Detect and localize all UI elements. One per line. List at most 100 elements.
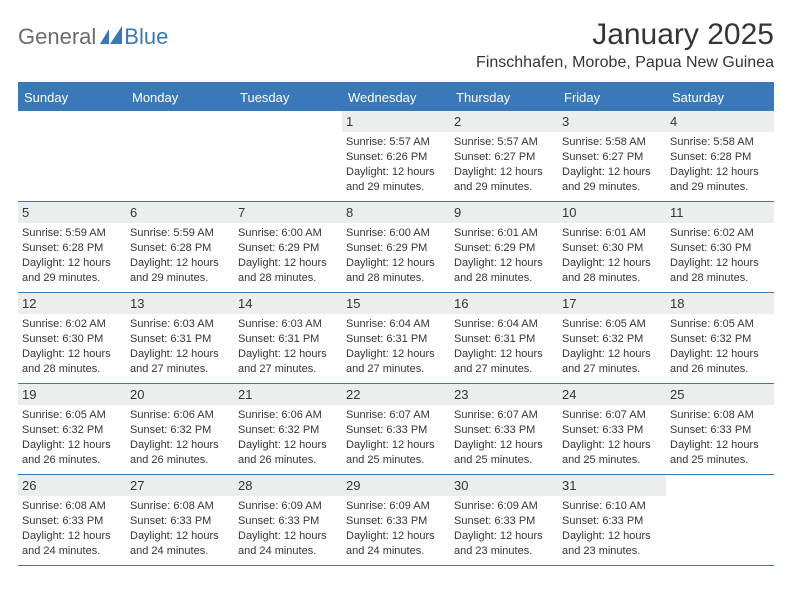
sunset-text: Sunset: 6:33 PM — [130, 514, 230, 529]
sunset-text: Sunset: 6:33 PM — [562, 514, 662, 529]
day-content: Sunrise: 6:05 AMSunset: 6:32 PMDaylight:… — [666, 314, 774, 380]
calendar-body: 1Sunrise: 5:57 AMSunset: 6:26 PMDaylight… — [18, 111, 774, 566]
week-row: 1Sunrise: 5:57 AMSunset: 6:26 PMDaylight… — [18, 111, 774, 202]
sunset-text: Sunset: 6:32 PM — [670, 332, 770, 347]
day-cell: 13Sunrise: 6:03 AMSunset: 6:31 PMDayligh… — [126, 293, 234, 383]
day-content: Sunrise: 6:01 AMSunset: 6:29 PMDaylight:… — [450, 223, 558, 289]
day-cell: 26Sunrise: 6:08 AMSunset: 6:33 PMDayligh… — [18, 475, 126, 565]
day-cell: 12Sunrise: 6:02 AMSunset: 6:30 PMDayligh… — [18, 293, 126, 383]
sunset-text: Sunset: 6:33 PM — [454, 423, 554, 438]
day-content: Sunrise: 6:07 AMSunset: 6:33 PMDaylight:… — [450, 405, 558, 471]
daylight-text: Daylight: 12 hours and 25 minutes. — [670, 438, 770, 468]
day-cell — [126, 111, 234, 201]
sunrise-text: Sunrise: 6:05 AM — [562, 317, 662, 332]
day-number: 17 — [558, 293, 666, 314]
sunrise-text: Sunrise: 5:58 AM — [562, 135, 662, 150]
day-cell: 27Sunrise: 6:08 AMSunset: 6:33 PMDayligh… — [126, 475, 234, 565]
sunset-text: Sunset: 6:30 PM — [22, 332, 122, 347]
day-content: Sunrise: 6:01 AMSunset: 6:30 PMDaylight:… — [558, 223, 666, 289]
daylight-text: Daylight: 12 hours and 28 minutes. — [562, 256, 662, 286]
day-number: 10 — [558, 202, 666, 223]
daylight-text: Daylight: 12 hours and 27 minutes. — [562, 347, 662, 377]
day-cell: 2Sunrise: 5:57 AMSunset: 6:27 PMDaylight… — [450, 111, 558, 201]
sunset-text: Sunset: 6:26 PM — [346, 150, 446, 165]
sunset-text: Sunset: 6:31 PM — [130, 332, 230, 347]
daylight-text: Daylight: 12 hours and 28 minutes. — [454, 256, 554, 286]
day-content — [666, 496, 774, 503]
day-number — [666, 475, 774, 496]
day-content: Sunrise: 6:09 AMSunset: 6:33 PMDaylight:… — [342, 496, 450, 562]
day-number — [18, 111, 126, 132]
day-cell: 8Sunrise: 6:00 AMSunset: 6:29 PMDaylight… — [342, 202, 450, 292]
sunrise-text: Sunrise: 6:09 AM — [454, 499, 554, 514]
day-number: 8 — [342, 202, 450, 223]
week-row: 12Sunrise: 6:02 AMSunset: 6:30 PMDayligh… — [18, 293, 774, 384]
day-cell: 19Sunrise: 6:05 AMSunset: 6:32 PMDayligh… — [18, 384, 126, 474]
day-cell: 30Sunrise: 6:09 AMSunset: 6:33 PMDayligh… — [450, 475, 558, 565]
day-cell: 7Sunrise: 6:00 AMSunset: 6:29 PMDaylight… — [234, 202, 342, 292]
daylight-text: Daylight: 12 hours and 26 minutes. — [238, 438, 338, 468]
day-content: Sunrise: 6:08 AMSunset: 6:33 PMDaylight:… — [666, 405, 774, 471]
day-number: 18 — [666, 293, 774, 314]
day-cell: 28Sunrise: 6:09 AMSunset: 6:33 PMDayligh… — [234, 475, 342, 565]
daylight-text: Daylight: 12 hours and 23 minutes. — [454, 529, 554, 559]
day-cell — [666, 475, 774, 565]
day-number: 9 — [450, 202, 558, 223]
sunrise-text: Sunrise: 6:03 AM — [238, 317, 338, 332]
sunset-text: Sunset: 6:33 PM — [562, 423, 662, 438]
location-subtitle: Finschhafen, Morobe, Papua New Guinea — [476, 54, 774, 72]
day-content: Sunrise: 6:05 AMSunset: 6:32 PMDaylight:… — [18, 405, 126, 471]
sunset-text: Sunset: 6:33 PM — [670, 423, 770, 438]
day-number: 26 — [18, 475, 126, 496]
day-cell — [18, 111, 126, 201]
sunrise-text: Sunrise: 6:07 AM — [454, 408, 554, 423]
sunset-text: Sunset: 6:33 PM — [346, 514, 446, 529]
sunrise-text: Sunrise: 6:06 AM — [238, 408, 338, 423]
sunset-text: Sunset: 6:33 PM — [22, 514, 122, 529]
day-cell: 17Sunrise: 6:05 AMSunset: 6:32 PMDayligh… — [558, 293, 666, 383]
brand-logo: General Blue — [18, 18, 168, 50]
day-content: Sunrise: 6:09 AMSunset: 6:33 PMDaylight:… — [234, 496, 342, 562]
day-cell: 23Sunrise: 6:07 AMSunset: 6:33 PMDayligh… — [450, 384, 558, 474]
day-cell: 4Sunrise: 5:58 AMSunset: 6:28 PMDaylight… — [666, 111, 774, 201]
day-content: Sunrise: 6:03 AMSunset: 6:31 PMDaylight:… — [234, 314, 342, 380]
sunset-text: Sunset: 6:32 PM — [562, 332, 662, 347]
day-content: Sunrise: 6:05 AMSunset: 6:32 PMDaylight:… — [558, 314, 666, 380]
week-row: 5Sunrise: 5:59 AMSunset: 6:28 PMDaylight… — [18, 202, 774, 293]
sunrise-text: Sunrise: 5:58 AM — [670, 135, 770, 150]
sunset-text: Sunset: 6:32 PM — [130, 423, 230, 438]
day-content — [18, 132, 126, 139]
day-cell: 3Sunrise: 5:58 AMSunset: 6:27 PMDaylight… — [558, 111, 666, 201]
day-number: 6 — [126, 202, 234, 223]
sunset-text: Sunset: 6:27 PM — [562, 150, 662, 165]
day-cell: 24Sunrise: 6:07 AMSunset: 6:33 PMDayligh… — [558, 384, 666, 474]
day-content: Sunrise: 5:57 AMSunset: 6:27 PMDaylight:… — [450, 132, 558, 198]
weekday-header: Tuesday — [234, 84, 342, 111]
month-title: January 2025 — [476, 18, 774, 52]
sunrise-text: Sunrise: 6:08 AM — [130, 499, 230, 514]
day-number — [126, 111, 234, 132]
day-content: Sunrise: 6:04 AMSunset: 6:31 PMDaylight:… — [450, 314, 558, 380]
daylight-text: Daylight: 12 hours and 23 minutes. — [562, 529, 662, 559]
weekday-header: Monday — [126, 84, 234, 111]
day-content: Sunrise: 6:07 AMSunset: 6:33 PMDaylight:… — [342, 405, 450, 471]
sunset-text: Sunset: 6:33 PM — [346, 423, 446, 438]
day-cell: 18Sunrise: 6:05 AMSunset: 6:32 PMDayligh… — [666, 293, 774, 383]
sunset-text: Sunset: 6:30 PM — [562, 241, 662, 256]
day-content: Sunrise: 6:00 AMSunset: 6:29 PMDaylight:… — [342, 223, 450, 289]
daylight-text: Daylight: 12 hours and 25 minutes. — [346, 438, 446, 468]
sunrise-text: Sunrise: 6:00 AM — [238, 226, 338, 241]
sunrise-text: Sunrise: 5:57 AM — [346, 135, 446, 150]
day-number: 1 — [342, 111, 450, 132]
day-content: Sunrise: 5:58 AMSunset: 6:28 PMDaylight:… — [666, 132, 774, 198]
sunrise-text: Sunrise: 5:57 AM — [454, 135, 554, 150]
daylight-text: Daylight: 12 hours and 27 minutes. — [346, 347, 446, 377]
daylight-text: Daylight: 12 hours and 25 minutes. — [454, 438, 554, 468]
day-content: Sunrise: 6:03 AMSunset: 6:31 PMDaylight:… — [126, 314, 234, 380]
logo-text-blue: Blue — [124, 24, 168, 50]
day-number: 24 — [558, 384, 666, 405]
daylight-text: Daylight: 12 hours and 24 minutes. — [346, 529, 446, 559]
sunrise-text: Sunrise: 6:04 AM — [454, 317, 554, 332]
day-number: 4 — [666, 111, 774, 132]
weekday-header-row: Sunday Monday Tuesday Wednesday Thursday… — [18, 84, 774, 111]
